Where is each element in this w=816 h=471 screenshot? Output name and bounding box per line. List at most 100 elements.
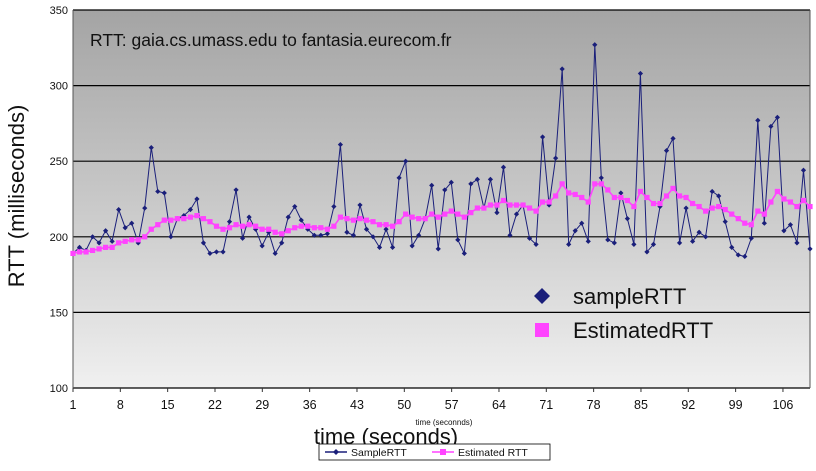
estimatedrtt-point <box>403 211 409 217</box>
samplertt-point <box>448 179 454 185</box>
samplertt-point <box>631 241 637 247</box>
estimatedrtt-point <box>324 226 330 232</box>
samplertt-point <box>331 203 337 210</box>
samplertt-point <box>116 206 122 213</box>
estimatedrtt-point <box>246 222 252 228</box>
y-tick-label: 350 <box>50 5 68 17</box>
estimatedrtt-point <box>592 181 598 187</box>
estimatedrtt-point <box>259 226 265 232</box>
samplertt-point <box>533 241 539 247</box>
estimatedrtt-point <box>396 219 402 225</box>
x-tick-label: 36 <box>303 398 317 412</box>
samplertt-point <box>539 134 546 140</box>
samplertt-point <box>807 246 813 252</box>
samplertt-point <box>96 240 102 246</box>
estimatedrtt-point <box>481 205 487 211</box>
samplertt-point <box>233 187 239 193</box>
estimatedrtt-point <box>774 188 780 195</box>
samplertt-point <box>122 225 128 231</box>
gridlines <box>73 9 810 389</box>
series <box>70 42 813 260</box>
samplertt-point <box>76 244 83 250</box>
samplertt-point <box>409 243 415 249</box>
samplertt-point <box>507 232 513 238</box>
samplertt-point <box>500 164 507 170</box>
estimatedrtt-point <box>487 202 494 208</box>
estimatedrtt-point <box>213 223 220 229</box>
estimatedrtt-point <box>690 200 696 207</box>
samplertt-point <box>624 216 630 222</box>
estimatedrtt-point <box>703 208 709 214</box>
legend-bottom: SampleRTT Estimated RTT <box>318 443 551 461</box>
estimatedrtt-point <box>761 211 767 217</box>
estimatedrtt-point <box>116 240 122 246</box>
estimatedrtt-point <box>533 208 539 214</box>
estimatedrtt-point <box>618 194 624 201</box>
samplertt-point <box>259 243 265 249</box>
samplertt-point <box>142 205 148 211</box>
estimatedrtt-point <box>644 194 650 201</box>
estimatedrtt-point <box>266 226 272 232</box>
samplertt-point <box>200 240 207 246</box>
legend-inside-marker <box>534 288 550 304</box>
x-tick-label: 71 <box>539 398 553 412</box>
y-tick-label: 300 <box>50 81 68 93</box>
axes: 100 150 200 250 300 350 1 8 15 22 29 36 43 50 57 64 71 78… <box>50 5 811 412</box>
estimatedrtt-point <box>579 194 585 201</box>
estimatedrtt-point <box>546 199 552 205</box>
estimatedrtt-point <box>148 226 154 232</box>
estimatedrtt-point <box>285 228 291 234</box>
samplertt-point <box>683 205 689 211</box>
estimatedrtt-point <box>566 190 572 196</box>
samplertt-point <box>403 158 409 164</box>
x-tick-label: 50 <box>397 398 411 412</box>
samplertt-point <box>279 240 285 246</box>
estimatedrtt-point <box>442 211 448 217</box>
samplertt-point <box>800 167 807 173</box>
x-tick-label: 92 <box>681 398 695 412</box>
estimatedrtt-point <box>683 194 689 201</box>
samplertt-point <box>337 141 344 148</box>
estimatedrtt-point <box>253 223 259 229</box>
estimatedrtt-point <box>422 216 428 222</box>
estimatedrtt-point <box>298 223 304 229</box>
estimatedrtt-point <box>279 231 285 237</box>
samplertt-point <box>416 232 422 238</box>
legend-bottom-marker <box>333 449 339 455</box>
samplertt-point <box>194 196 200 202</box>
estimatedrtt-point <box>696 203 702 210</box>
estimatedrtt-point <box>174 216 180 222</box>
estimatedrtt-point <box>194 213 200 219</box>
samplertt-point <box>787 222 794 228</box>
estimatedrtt-point <box>800 197 807 204</box>
estimatedrtt-point <box>370 219 376 225</box>
estimatedrtt-point <box>572 191 578 198</box>
estimatedrtt-point <box>416 216 422 222</box>
legend-inside-marker <box>535 323 549 337</box>
samplertt-point <box>292 203 298 210</box>
samplertt-point <box>781 228 787 234</box>
estimatedrtt-point <box>768 199 774 205</box>
samplertt-point <box>239 235 246 241</box>
estimatedrtt-point <box>507 202 513 208</box>
samplertt-point <box>246 214 252 220</box>
x-tick-label: 22 <box>208 398 222 412</box>
estimatedrtt-point <box>474 205 480 211</box>
samplertt-point <box>344 229 350 235</box>
samplertt-point <box>272 250 278 257</box>
samplertt-point <box>579 220 585 226</box>
estimatedrtt-point <box>631 203 637 210</box>
samplertt-point <box>429 182 435 188</box>
estimatedrtt-point <box>513 202 520 208</box>
estimatedrtt-point <box>435 214 441 220</box>
samplertt-point <box>605 237 611 243</box>
samplertt-point <box>161 190 167 196</box>
estimatedrtt-point <box>755 208 761 214</box>
estimatedrtt-point <box>709 205 715 211</box>
samplertt-point <box>742 253 748 260</box>
estimatedrtt-point <box>585 199 591 205</box>
samplertt-point <box>794 240 800 246</box>
estimatedrtt-point <box>807 203 813 210</box>
samplertt-point <box>735 252 741 258</box>
samplertt-point <box>650 241 657 247</box>
